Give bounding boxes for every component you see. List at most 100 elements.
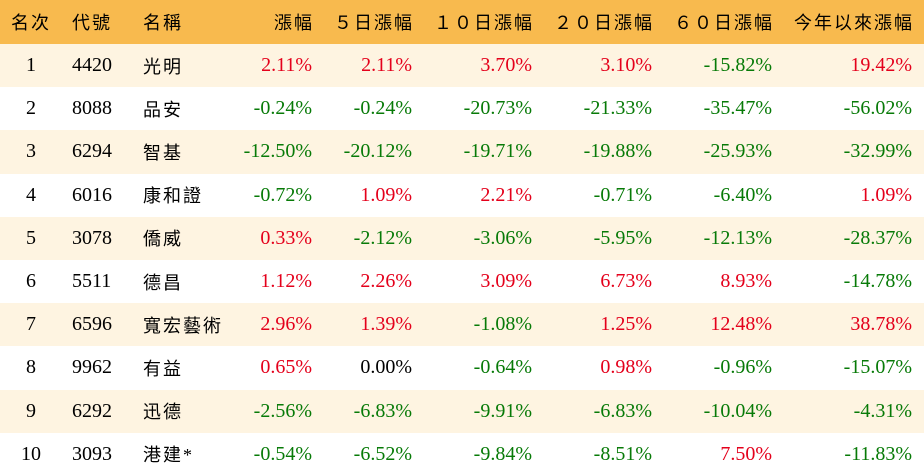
table-row: 5 3078 僑威 0.33% -2.12% -3.06% -5.95% -12… bbox=[0, 216, 924, 260]
change-5d-cell: -6.83% bbox=[353, 399, 412, 422]
stock-name-cell: 德昌 bbox=[143, 272, 183, 293]
table-row: 8 9962 有益 0.65% 0.00% -0.64% 0.98% -0.96… bbox=[0, 346, 924, 390]
change-5d-cell: 1.09% bbox=[360, 183, 412, 206]
change-20d-cell: 6.73% bbox=[600, 270, 652, 293]
change-cell: 0.33% bbox=[260, 226, 312, 249]
change-cell: -12.50% bbox=[243, 140, 312, 163]
stock-name-cell: 康和證 bbox=[143, 186, 203, 207]
change-ytd-cell: -14.78% bbox=[843, 270, 912, 293]
rank-cell: 10 bbox=[21, 442, 41, 465]
table-header-row: 名次 代號 名稱 漲幅 ５日漲幅 １０日漲幅 ２０日漲幅 ６０日漲幅 今年以來漲… bbox=[0, 0, 924, 44]
header-change-5d: ５日漲幅 bbox=[334, 13, 414, 33]
stock-name-cell: 智基 bbox=[143, 142, 183, 163]
header-change-10d: １０日漲幅 bbox=[434, 13, 534, 33]
change-cell: -0.54% bbox=[253, 442, 312, 465]
change-ytd-cell: 38.78% bbox=[850, 313, 912, 336]
stock-code-cell: 3093 bbox=[72, 442, 112, 465]
change-ytd-cell: 19.42% bbox=[850, 54, 912, 77]
stock-code-cell: 9962 bbox=[72, 356, 112, 379]
change-60d-cell: 8.93% bbox=[720, 270, 772, 293]
change-cell: 1.12% bbox=[260, 270, 312, 293]
change-ytd-cell: -28.37% bbox=[843, 226, 912, 249]
change-5d-cell: 2.11% bbox=[361, 54, 412, 77]
rank-cell: 5 bbox=[26, 226, 36, 249]
header-change-20d: ２０日漲幅 bbox=[554, 13, 654, 33]
header-change: 漲幅 bbox=[274, 13, 314, 33]
table-row: 3 6294 智基 -12.50% -20.12% -19.71% -19.88… bbox=[0, 130, 924, 174]
change-10d-cell: 2.21% bbox=[480, 183, 532, 206]
change-20d-cell: 3.10% bbox=[600, 54, 652, 77]
stock-code-cell: 6292 bbox=[72, 399, 112, 422]
change-ytd-cell: -11.83% bbox=[844, 442, 912, 465]
header-change-ytd: 今年以來漲幅 bbox=[794, 13, 914, 33]
change-20d-cell: -6.83% bbox=[593, 399, 652, 422]
change-20d-cell: -5.95% bbox=[593, 226, 652, 249]
header-change-60d: ６０日漲幅 bbox=[674, 13, 774, 33]
change-10d-cell: -9.84% bbox=[473, 442, 532, 465]
table-row: 6 5511 德昌 1.12% 2.26% 3.09% 6.73% 8.93% … bbox=[0, 259, 924, 304]
stock-name-cell: 僑威 bbox=[143, 229, 183, 250]
stock-code-cell: 5511 bbox=[72, 270, 112, 293]
change-60d-cell: -0.96% bbox=[713, 356, 772, 379]
stock-code-cell: 4420 bbox=[72, 54, 112, 77]
change-5d-cell: -6.52% bbox=[353, 442, 412, 465]
change-ytd-cell: 1.09% bbox=[860, 183, 912, 206]
stock-code-cell: 8088 bbox=[72, 97, 112, 120]
stock-name-cell: 有益 bbox=[143, 358, 183, 379]
table-row: 1 4420 光明 2.11% 2.11% 3.70% 3.10% -15.82… bbox=[0, 44, 924, 88]
header-name: 名稱 bbox=[143, 13, 183, 33]
stock-name-cell: 品安 bbox=[143, 99, 183, 120]
rank-cell: 2 bbox=[26, 97, 36, 120]
change-cell: 0.65% bbox=[260, 356, 312, 379]
change-20d-cell: 0.98% bbox=[600, 356, 652, 379]
table-row: 4 6016 康和證 -0.72% 1.09% 2.21% -0.71% -6.… bbox=[0, 173, 924, 217]
table-row: 10 3093 港建* -0.54% -6.52% -9.84% -8.51% … bbox=[0, 432, 924, 476]
change-10d-cell: -19.71% bbox=[463, 140, 532, 163]
stock-code-cell: 6016 bbox=[72, 183, 112, 206]
change-10d-cell: -20.73% bbox=[463, 97, 532, 120]
change-10d-cell: -0.64% bbox=[473, 356, 532, 379]
stock-code-cell: 3078 bbox=[72, 226, 112, 249]
change-ytd-cell: -56.02% bbox=[843, 97, 912, 120]
change-5d-cell: 0.00% bbox=[360, 356, 412, 379]
change-ytd-cell: -15.07% bbox=[843, 356, 912, 379]
header-code: 代號 bbox=[72, 13, 112, 33]
change-5d-cell: -2.12% bbox=[353, 226, 412, 249]
change-20d-cell: -19.88% bbox=[583, 140, 652, 163]
change-60d-cell: -25.93% bbox=[703, 140, 772, 163]
change-10d-cell: -3.06% bbox=[473, 226, 532, 249]
change-60d-cell: -10.04% bbox=[703, 399, 772, 422]
change-60d-cell: -6.40% bbox=[713, 183, 772, 206]
change-ytd-cell: -32.99% bbox=[843, 140, 912, 163]
change-5d-cell: 1.39% bbox=[360, 313, 412, 336]
change-5d-cell: -0.24% bbox=[353, 97, 412, 120]
table-row: 2 8088 品安 -0.24% -0.24% -20.73% -21.33% … bbox=[0, 87, 924, 131]
table-row: 7 6596 寬宏藝術 2.96% 1.39% -1.08% 1.25% 12.… bbox=[0, 303, 924, 347]
table-row: 9 6292 迅德 -2.56% -6.83% -9.91% -6.83% -1… bbox=[0, 389, 924, 433]
change-cell: 2.11% bbox=[261, 54, 312, 77]
change-cell: -0.72% bbox=[253, 183, 312, 206]
change-60d-cell: 12.48% bbox=[710, 313, 772, 336]
change-60d-cell: -15.82% bbox=[703, 54, 772, 77]
rank-cell: 4 bbox=[26, 183, 36, 206]
change-20d-cell: -8.51% bbox=[593, 442, 652, 465]
change-20d-cell: -21.33% bbox=[583, 97, 652, 120]
stock-name-cell: 寬宏藝術 bbox=[143, 315, 223, 336]
change-60d-cell: -12.13% bbox=[703, 226, 772, 249]
change-60d-cell: -35.47% bbox=[703, 97, 772, 120]
change-cell: -2.56% bbox=[253, 399, 312, 422]
change-60d-cell: 7.50% bbox=[720, 442, 772, 465]
change-5d-cell: 2.26% bbox=[360, 270, 412, 293]
header-rank: 名次 bbox=[11, 13, 51, 33]
rank-cell: 7 bbox=[26, 313, 36, 336]
change-20d-cell: 1.25% bbox=[600, 313, 652, 336]
rank-cell: 9 bbox=[26, 399, 36, 422]
rank-cell: 8 bbox=[26, 356, 36, 379]
change-10d-cell: -1.08% bbox=[473, 313, 532, 336]
stock-code-cell: 6294 bbox=[72, 140, 112, 163]
rank-cell: 6 bbox=[26, 270, 36, 293]
stock-name-cell: 港建* bbox=[143, 445, 194, 466]
change-cell: 2.96% bbox=[260, 313, 312, 336]
change-10d-cell: 3.09% bbox=[480, 270, 532, 293]
